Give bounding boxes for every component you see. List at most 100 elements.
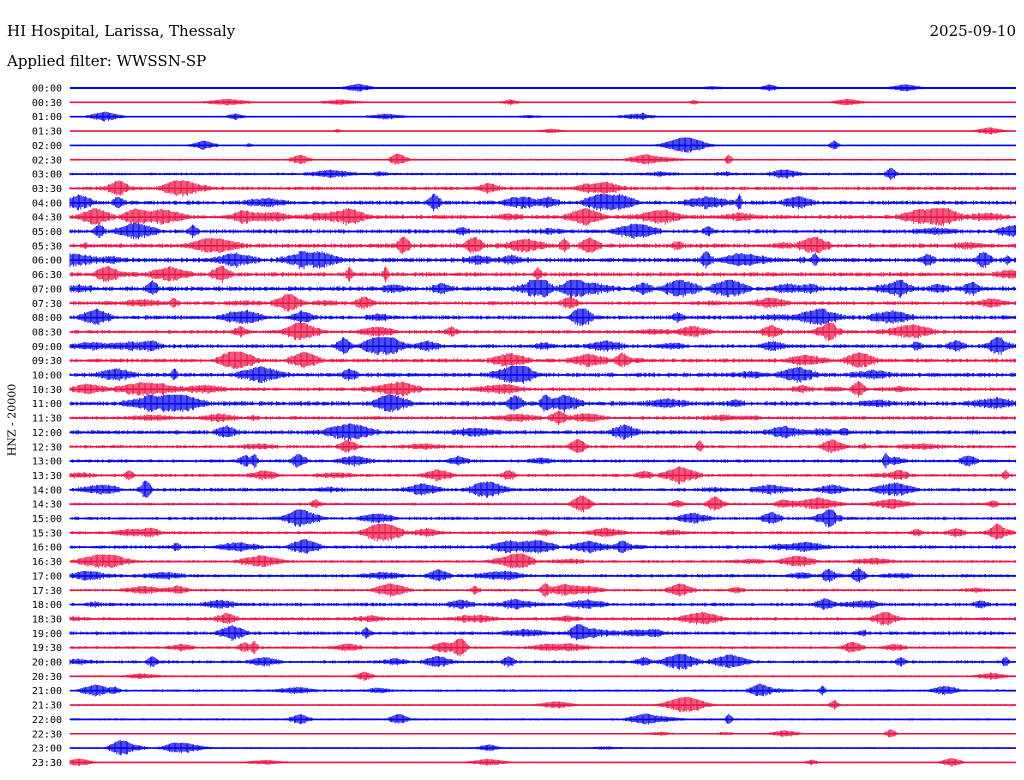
seismic-trace — [69, 495, 1017, 513]
seismic-trace — [69, 208, 1017, 227]
seismic-trace — [69, 509, 1017, 528]
seismic-trace — [69, 740, 1017, 756]
row-time-label: 10:30 — [32, 385, 62, 396]
seismic-trace — [69, 337, 1017, 356]
seismic-trace — [69, 83, 1017, 92]
row-time-label: 22:00 — [32, 715, 62, 726]
row-time-label: 06:00 — [32, 256, 62, 267]
row-time-label: 05:30 — [32, 241, 62, 252]
seismic-trace — [69, 137, 1017, 153]
seismic-trace — [69, 265, 1017, 283]
seismic-trace — [69, 279, 1017, 298]
row-time-label: 01:00 — [32, 112, 62, 123]
row-time-label: 18:00 — [32, 600, 62, 611]
filter-label: Applied filter: WWSSN-SP — [7, 52, 207, 70]
row-time-label: 03:30 — [32, 184, 62, 195]
row-time-label: 04:00 — [32, 198, 62, 209]
row-time-label: 17:00 — [32, 571, 62, 582]
row-time-label: 14:00 — [32, 485, 62, 496]
row-time-label: 09:30 — [32, 356, 62, 367]
row-time-label: 14:30 — [32, 500, 62, 511]
row-time-label: 16:00 — [32, 543, 62, 554]
station-title: HI Hospital, Larissa, Thessaly — [7, 22, 236, 40]
seismic-trace — [69, 439, 1017, 454]
seismic-trace — [69, 180, 1017, 197]
seismic-trace — [69, 111, 1017, 122]
row-time-label: 12:30 — [32, 442, 62, 453]
seismic-trace — [69, 167, 1017, 181]
seismic-trace — [69, 466, 1017, 485]
row-time-label: 23:30 — [32, 758, 62, 769]
row-time-label: 15:00 — [32, 514, 62, 525]
seismic-trace — [69, 381, 1017, 398]
row-time-label: 22:30 — [32, 729, 62, 740]
seismic-trace — [69, 567, 1017, 583]
row-time-label: 20:00 — [32, 658, 62, 669]
seismic-trace — [69, 758, 1017, 767]
row-time-label: 13:00 — [32, 457, 62, 468]
row-time-label: 13:30 — [32, 471, 62, 482]
row-time-label: 09:00 — [32, 342, 62, 353]
seismic-trace — [69, 728, 1017, 738]
seismic-trace — [69, 696, 1017, 713]
row-time-label: 02:00 — [32, 141, 62, 152]
seismic-trace — [69, 236, 1017, 254]
seismic-trace — [69, 523, 1017, 542]
row-time-label: 19:30 — [32, 643, 62, 654]
seismic-trace — [69, 153, 1017, 165]
row-time-label: 02:30 — [32, 155, 62, 166]
row-time-label: 15:30 — [32, 528, 62, 539]
seismic-trace — [69, 251, 1017, 270]
row-time-label: 00:30 — [32, 98, 62, 109]
row-time-label: 08:00 — [32, 313, 62, 324]
seismic-trace — [69, 423, 1017, 441]
row-time-label: 00:00 — [32, 84, 62, 95]
row-time-label: 03:00 — [32, 170, 62, 181]
row-time-label: 20:30 — [32, 672, 62, 683]
seismic-trace — [69, 713, 1017, 725]
seismic-trace — [69, 452, 1017, 469]
seismic-trace — [69, 624, 1017, 641]
seismic-trace — [69, 410, 1017, 426]
row-time-label: 17:30 — [32, 586, 62, 597]
row-time-label: 08:30 — [32, 327, 62, 338]
seismic-trace — [69, 671, 1017, 681]
seismic-trace — [69, 553, 1017, 569]
seismic-trace — [69, 480, 1017, 498]
row-time-label: 04:30 — [32, 213, 62, 224]
seismic-trace — [69, 582, 1017, 598]
seismic-trace — [69, 538, 1017, 554]
row-time-label: 12:00 — [32, 428, 62, 439]
seismic-trace — [69, 322, 1017, 341]
row-time-label: 11:00 — [32, 399, 62, 410]
record-date: 2025-09-10 — [929, 22, 1016, 40]
row-time-label: 21:30 — [32, 701, 62, 712]
row-time-label: 05:00 — [32, 227, 62, 238]
seismic-trace — [69, 222, 1017, 240]
seismic-trace — [69, 294, 1017, 312]
seismic-trace — [69, 351, 1017, 370]
seismic-trace — [69, 98, 1017, 106]
row-time-label: 18:30 — [32, 614, 62, 625]
seismic-trace — [69, 366, 1017, 384]
row-time-label: 07:30 — [32, 299, 62, 310]
seismic-trace — [69, 683, 1017, 697]
seismic-trace — [69, 611, 1017, 626]
seismic-trace — [69, 127, 1017, 135]
seismic-trace — [69, 394, 1017, 413]
seismic-trace — [69, 308, 1017, 326]
seismic-trace — [69, 653, 1017, 670]
row-time-label: 07:00 — [32, 284, 62, 295]
row-time-label: 19:00 — [32, 629, 62, 640]
seismic-trace — [69, 638, 1017, 657]
row-time-label: 10:00 — [32, 371, 62, 382]
row-time-label: 06:30 — [32, 270, 62, 281]
row-time-label: 21:00 — [32, 686, 62, 697]
row-time-label: 01:30 — [32, 127, 62, 138]
row-time-label: 11:30 — [32, 414, 62, 425]
seismic-trace — [69, 193, 1017, 212]
seismic-trace — [69, 598, 1017, 610]
row-time-label: 16:30 — [32, 557, 62, 568]
